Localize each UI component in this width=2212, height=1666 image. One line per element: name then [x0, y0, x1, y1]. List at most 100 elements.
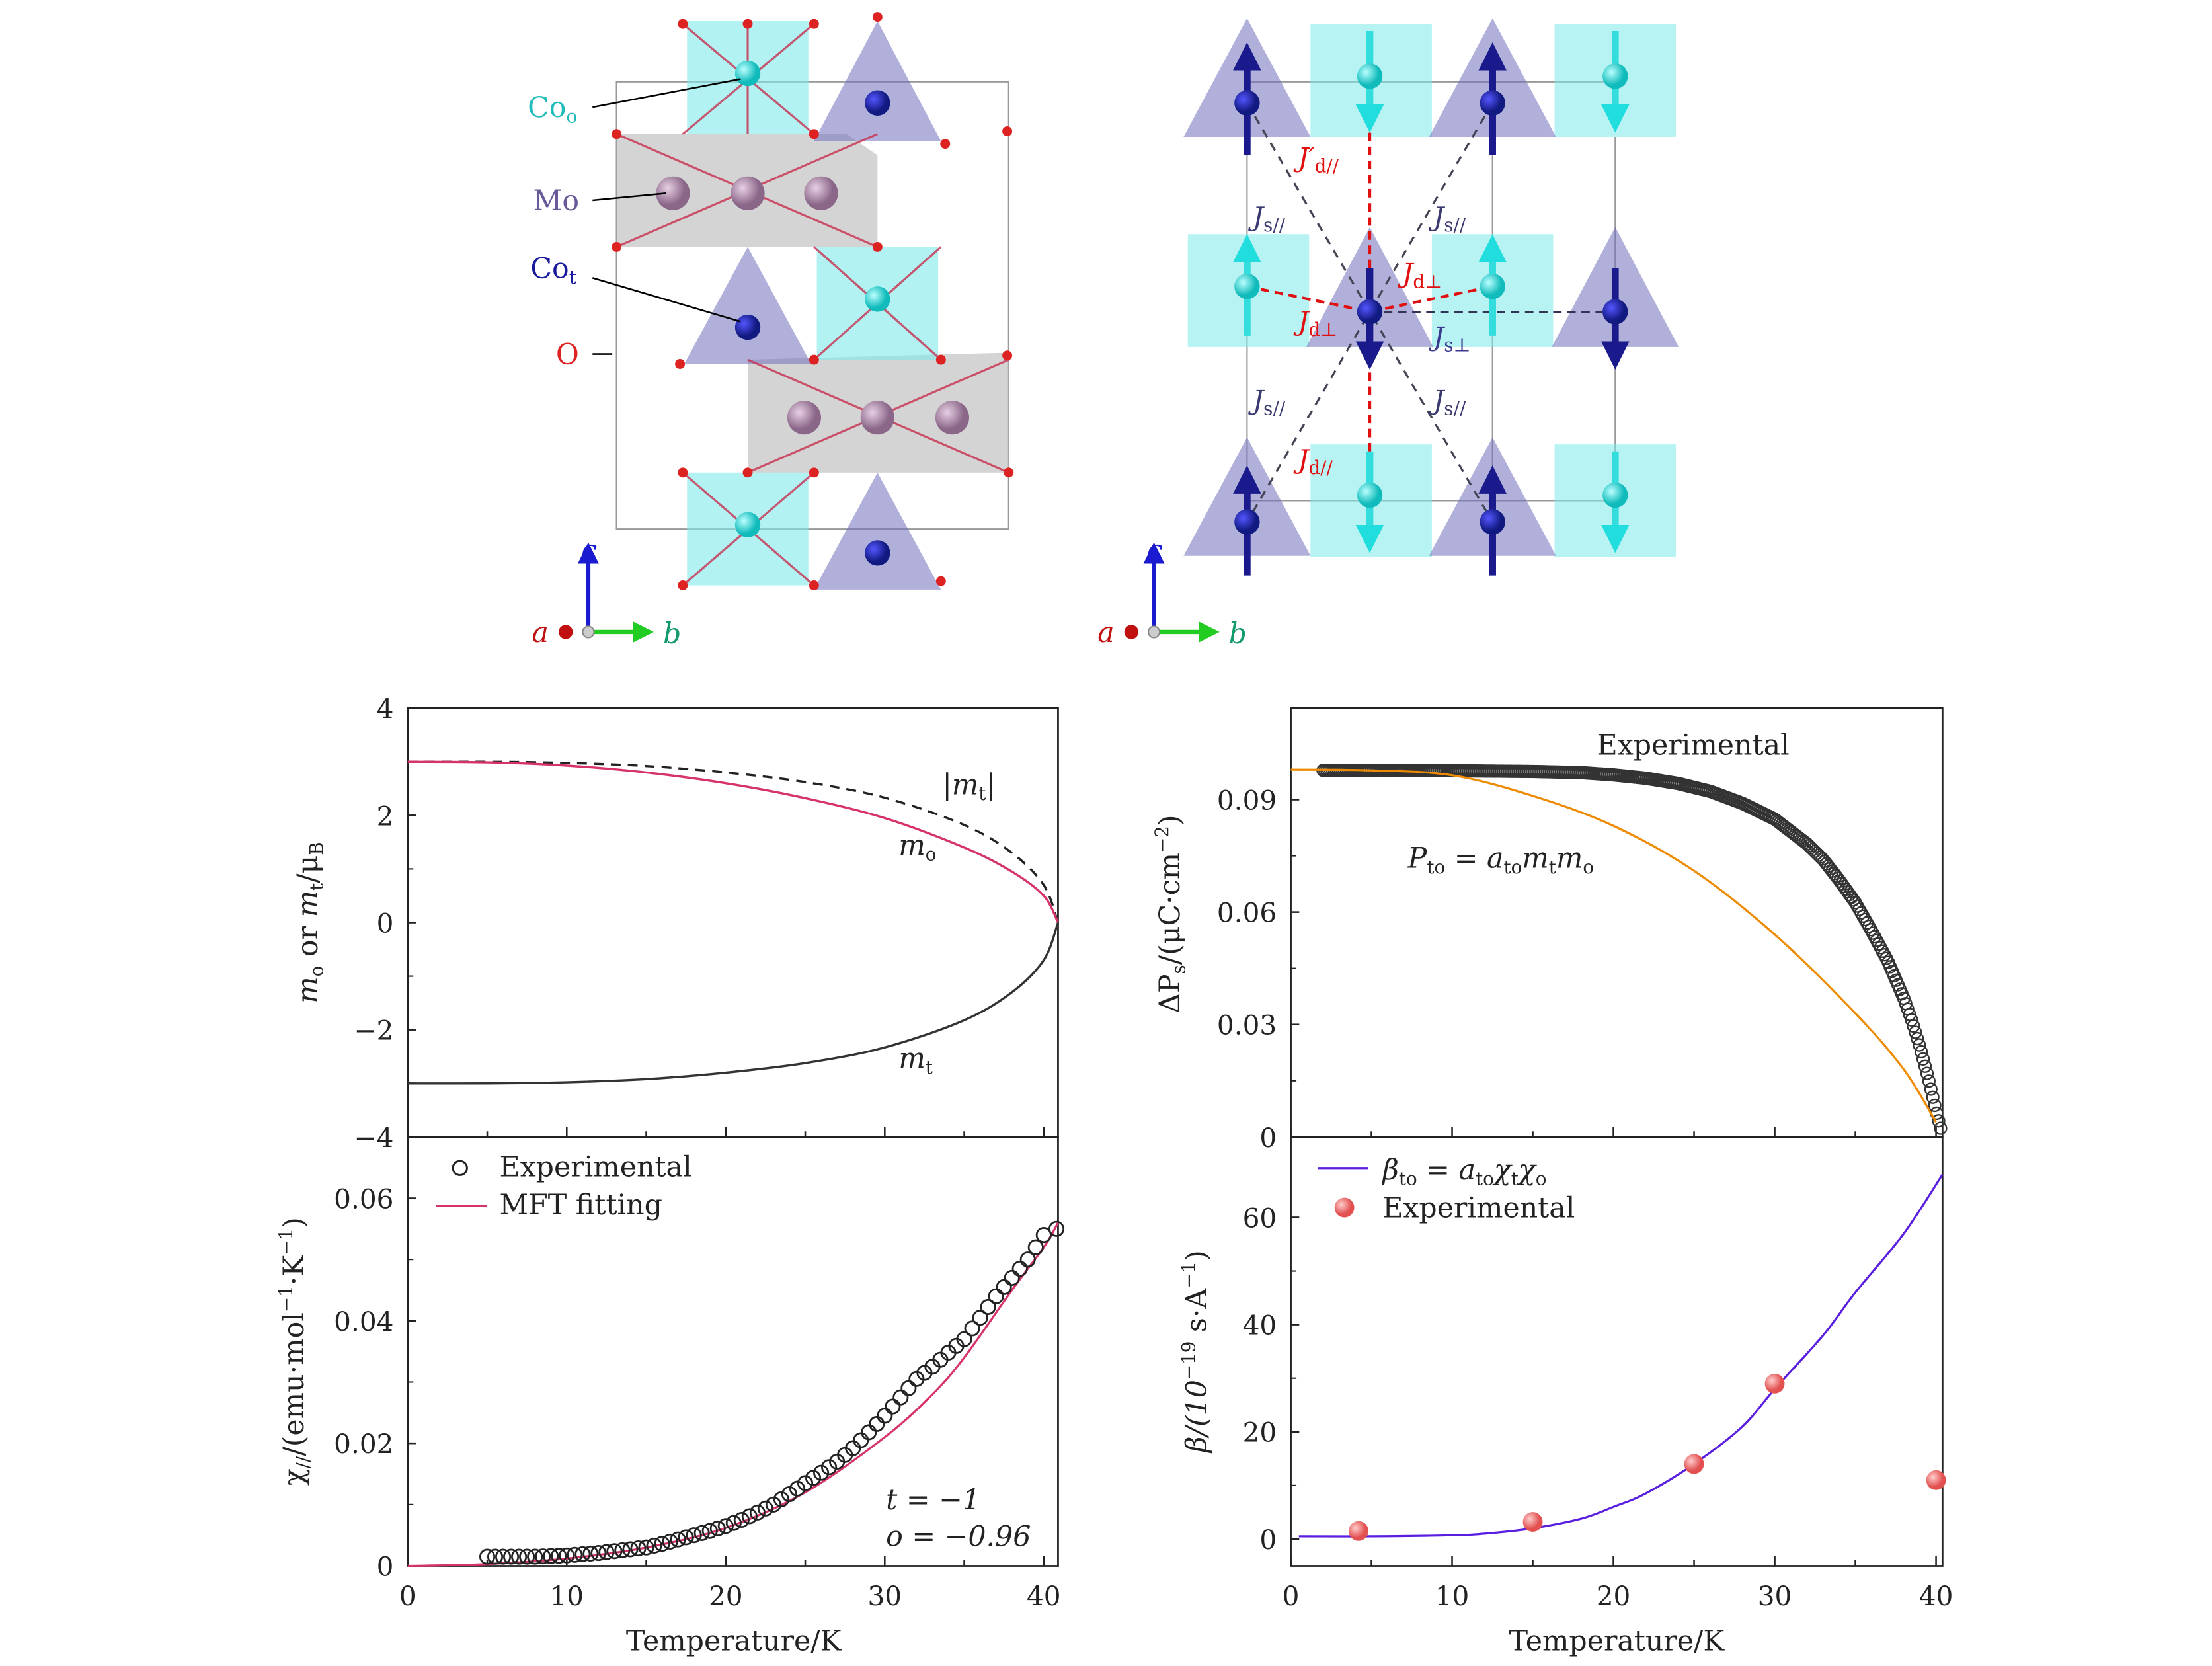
label-o: O	[556, 338, 579, 372]
data-point-experimental	[543, 1548, 559, 1564]
data-point-experimental	[964, 1320, 980, 1337]
series-line-mft-fitting	[407, 1222, 1059, 1567]
y-tick-label: 0.04	[334, 1306, 393, 1337]
series-line-p-to-fit	[1290, 768, 1937, 1123]
data-point-experimental	[1011, 1261, 1028, 1277]
atoms-co-o	[1234, 63, 1628, 508]
data-point-experimental	[1926, 1470, 1946, 1490]
data-point-experimental	[622, 1541, 639, 1558]
data-point-experimental	[590, 1544, 607, 1562]
data-point-experimental	[670, 1531, 686, 1548]
y-tick-label: −2	[354, 1015, 394, 1047]
data-point-experimental	[1920, 1066, 1934, 1080]
data-point-experimental	[519, 1548, 535, 1565]
data-point-experimental	[630, 1540, 647, 1557]
data-point-experimental	[1914, 1045, 1928, 1059]
x-tick-label: 0	[1283, 1580, 1300, 1612]
data-point-experimental	[495, 1548, 512, 1565]
x-axis-label: Temperature/K	[626, 1625, 842, 1658]
data-point-experimental	[678, 1529, 694, 1546]
data-point-experimental	[972, 1310, 988, 1326]
series-line-mt	[407, 922, 1060, 1085]
data-point-experimental	[749, 1504, 766, 1521]
data-point-experimental	[853, 1432, 869, 1448]
data-point-experimental	[1913, 1038, 1926, 1052]
data-point-experimental	[1918, 1059, 1932, 1073]
data-point-experimental	[996, 1279, 1012, 1295]
data-point-experimental	[1522, 1512, 1543, 1532]
plot-frame	[407, 1136, 1059, 1567]
y-tick-label: 4	[377, 693, 394, 725]
data-point-experimental	[1928, 1098, 1942, 1113]
data-point-experimental	[1907, 1019, 1920, 1033]
mo-atoms	[656, 176, 970, 435]
data-point-experimental	[1004, 1269, 1020, 1287]
chart-susceptibility-text: χ///(emu·mol−1·K−1) Temperature/K Experi…	[275, 1151, 1031, 1658]
data-point-experimental	[479, 1548, 496, 1565]
co-t-atoms	[734, 90, 890, 566]
y-tick-label: 0.09	[1217, 784, 1277, 816]
leader-lines	[592, 78, 741, 355]
annotation-t: t = −1	[886, 1484, 980, 1517]
data-point-experimental	[1903, 1008, 1916, 1021]
y-tick-label: 0	[377, 1550, 394, 1582]
data-point-experimental	[741, 1508, 758, 1525]
data-point-experimental	[1909, 1025, 1922, 1039]
data-point-experimental	[916, 1365, 933, 1381]
data-point-experimental	[885, 1398, 901, 1415]
data-point-experimental	[693, 1525, 710, 1541]
data-point-experimental	[1911, 1031, 1924, 1046]
series-line-beta-fit	[1298, 1173, 1944, 1538]
series-label-mo: mo	[898, 829, 936, 865]
data-point-experimental	[837, 1447, 853, 1463]
y-tick-label: 60	[1243, 1202, 1277, 1234]
data-point-experimental	[487, 1548, 504, 1565]
axis-triad-left: c a b	[532, 534, 682, 651]
data-point-experimental	[869, 1415, 885, 1433]
legend-experimental: Experimental	[1382, 1191, 1575, 1224]
label-mo: Mo	[533, 184, 579, 218]
label-js-parallel: Js//	[1429, 384, 1466, 420]
co-o-atoms	[734, 60, 890, 537]
chart-polarization-text: ΔPs/(μC·cm−2) Experimental Pto = atomtmo	[1151, 729, 1790, 1013]
data-point-experimental	[638, 1539, 654, 1556]
x-tick-label: 40	[1027, 1580, 1061, 1612]
x-tick-label: 0	[399, 1580, 416, 1612]
data-point-experimental	[805, 1470, 822, 1486]
label-experimental: Experimental	[1597, 729, 1790, 762]
chart-moments-text: mo or mt/μB |mt| mo mt	[292, 768, 996, 1078]
label-co-t: Cot	[530, 252, 576, 288]
y-tick-label: 0	[377, 907, 394, 939]
x-tick-label: 30	[868, 1580, 902, 1612]
data-point-experimental	[551, 1548, 567, 1564]
y-tick-label: 20	[1243, 1417, 1277, 1448]
data-point-experimental	[900, 1380, 917, 1396]
data-point-experimental	[797, 1475, 814, 1491]
data-point-experimental	[1905, 1013, 1918, 1027]
bonds	[615, 21, 1009, 586]
data-point-experimental	[1027, 1239, 1044, 1255]
legend-marker-experimental	[452, 1160, 468, 1176]
magnetic-structure-right: J′d// Js// Js// Jd⊥ Jd⊥ Js⊥ Js// Js// Jd…	[1097, 18, 1679, 651]
crystal-structure-left: Coo Mo Cot O c a b	[528, 12, 1014, 651]
y-tick-label: 0.02	[334, 1428, 393, 1460]
label-p-to-fit: Pto = atomtmo	[1407, 842, 1594, 878]
series-label-mt: mt	[898, 1042, 933, 1078]
axis-label-b: b	[663, 617, 681, 651]
y-axis-label: β/(10−19 s·A−1)	[1177, 1250, 1213, 1454]
x-tick-label: 20	[1597, 1580, 1631, 1612]
data-point-experimental	[861, 1424, 877, 1441]
x-tick-label: 20	[709, 1580, 743, 1612]
series-line-mo	[407, 760, 1059, 924]
data-point-experimental	[877, 1408, 893, 1424]
legend-beta-fit: βto = atoχtχo	[1381, 1154, 1546, 1190]
axis-label-a: a	[532, 616, 549, 649]
x-axis-label: Temperature/K	[1509, 1625, 1725, 1658]
data-point-experimental	[773, 1491, 790, 1508]
data-point-experimental	[1916, 1052, 1930, 1066]
legend-mft-fitting: MFT fitting	[499, 1189, 662, 1222]
label-jd-prime-parallel: J′d//	[1293, 141, 1339, 177]
x-tick-label: 10	[549, 1580, 584, 1612]
data-point-experimental	[582, 1545, 599, 1562]
